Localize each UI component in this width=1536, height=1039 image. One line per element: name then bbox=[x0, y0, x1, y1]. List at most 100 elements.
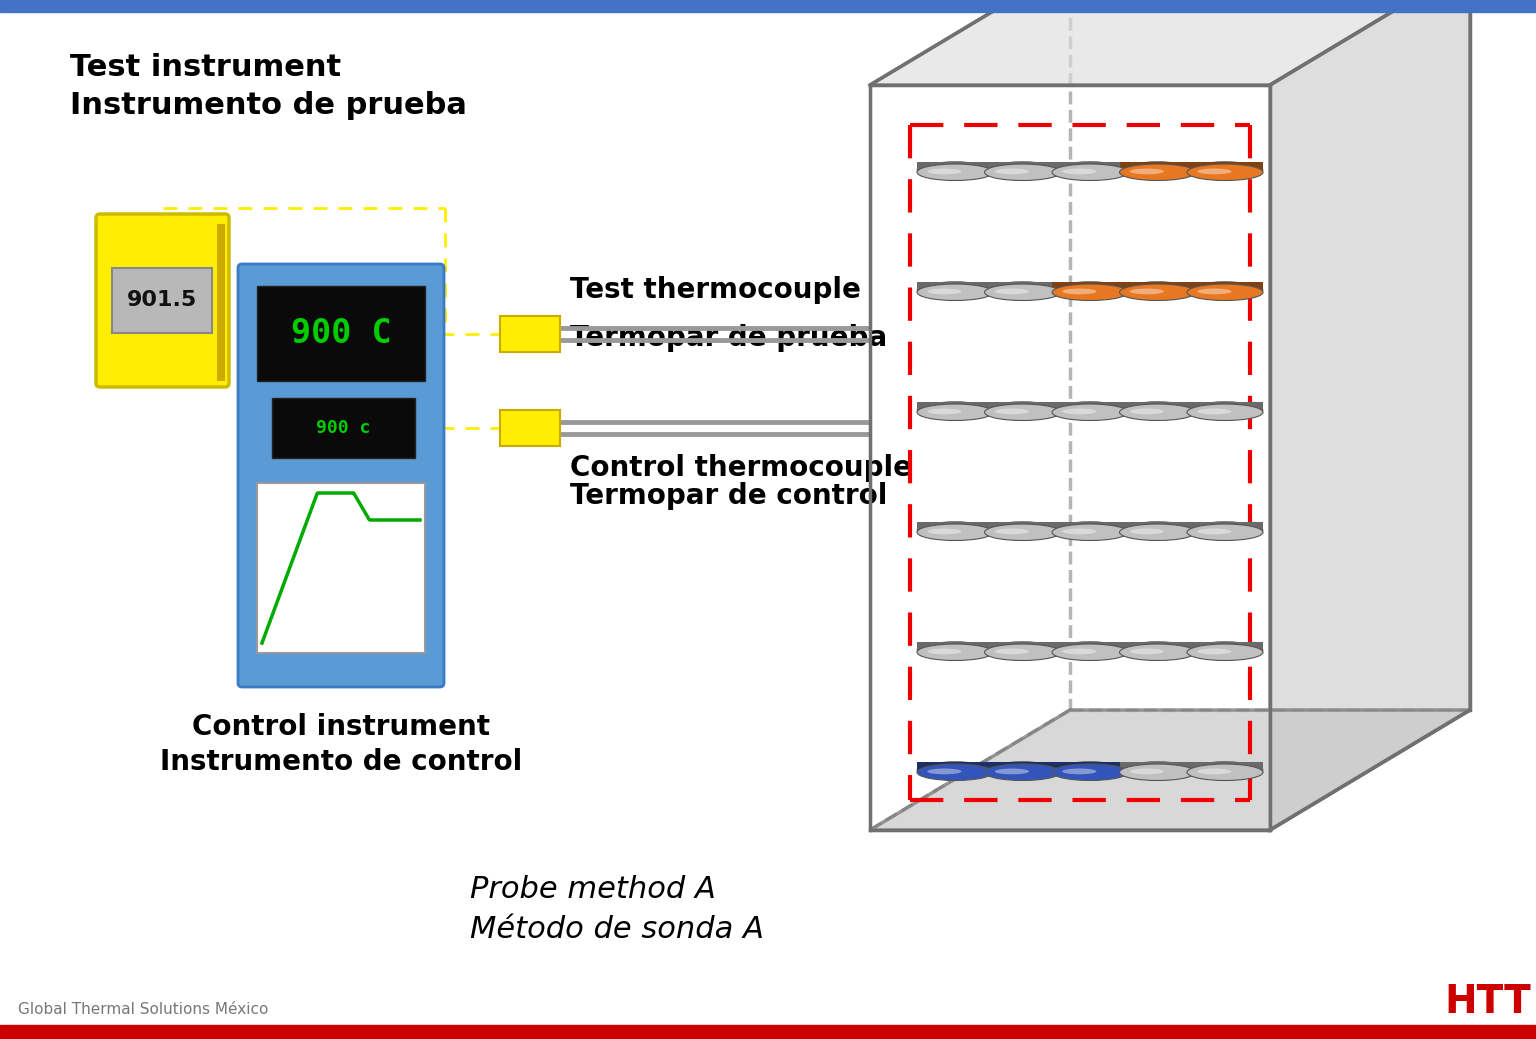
Text: Instrumento de control: Instrumento de control bbox=[160, 748, 522, 776]
Bar bbox=[257, 483, 425, 652]
Ellipse shape bbox=[1197, 408, 1232, 415]
Bar bbox=[1120, 522, 1195, 532]
Bar bbox=[1120, 282, 1195, 292]
Ellipse shape bbox=[1120, 762, 1195, 778]
Text: Termopar de control: Termopar de control bbox=[570, 482, 888, 510]
Bar bbox=[272, 398, 415, 458]
Ellipse shape bbox=[917, 762, 992, 778]
Ellipse shape bbox=[1187, 762, 1263, 778]
Bar bbox=[1120, 762, 1195, 772]
Bar bbox=[1187, 282, 1263, 292]
Ellipse shape bbox=[1197, 168, 1232, 175]
Ellipse shape bbox=[1063, 289, 1097, 294]
Ellipse shape bbox=[1187, 642, 1263, 659]
Ellipse shape bbox=[1063, 529, 1097, 534]
Ellipse shape bbox=[995, 648, 1029, 655]
Ellipse shape bbox=[1120, 524, 1195, 540]
Bar bbox=[1052, 762, 1127, 772]
Bar bbox=[917, 282, 992, 292]
Bar bbox=[1052, 162, 1127, 172]
Text: HTT: HTT bbox=[1445, 983, 1531, 1021]
Bar bbox=[217, 224, 224, 381]
Ellipse shape bbox=[1197, 648, 1232, 655]
Ellipse shape bbox=[985, 284, 1060, 300]
Ellipse shape bbox=[1120, 164, 1195, 181]
Bar bbox=[1052, 402, 1127, 412]
Ellipse shape bbox=[1063, 408, 1097, 415]
Text: 900 c: 900 c bbox=[316, 419, 370, 437]
Ellipse shape bbox=[985, 404, 1060, 421]
Bar bbox=[501, 410, 561, 446]
Ellipse shape bbox=[1120, 644, 1195, 661]
Ellipse shape bbox=[1187, 284, 1263, 300]
Bar bbox=[0, 1025, 1536, 1039]
Ellipse shape bbox=[917, 404, 992, 421]
Polygon shape bbox=[869, 85, 1270, 830]
Bar bbox=[1052, 642, 1127, 652]
Text: Test instrument: Test instrument bbox=[71, 53, 341, 82]
Bar bbox=[985, 762, 1060, 772]
Ellipse shape bbox=[1052, 282, 1127, 298]
Ellipse shape bbox=[1187, 164, 1263, 181]
Ellipse shape bbox=[1197, 529, 1232, 534]
Ellipse shape bbox=[985, 164, 1060, 181]
Ellipse shape bbox=[985, 762, 1060, 778]
Ellipse shape bbox=[1052, 404, 1127, 421]
Ellipse shape bbox=[1130, 408, 1164, 415]
Ellipse shape bbox=[995, 168, 1029, 175]
Text: Probe method A: Probe method A bbox=[470, 875, 716, 904]
Ellipse shape bbox=[1120, 402, 1195, 419]
Ellipse shape bbox=[985, 764, 1060, 780]
Ellipse shape bbox=[1130, 648, 1164, 655]
Text: 900 C: 900 C bbox=[290, 317, 392, 350]
Ellipse shape bbox=[1187, 644, 1263, 661]
Ellipse shape bbox=[1063, 648, 1097, 655]
Ellipse shape bbox=[917, 282, 992, 298]
Text: Global Thermal Solutions México: Global Thermal Solutions México bbox=[18, 1002, 269, 1017]
FancyBboxPatch shape bbox=[238, 264, 444, 687]
Ellipse shape bbox=[1052, 162, 1127, 179]
Bar bbox=[917, 522, 992, 532]
Ellipse shape bbox=[985, 282, 1060, 298]
Ellipse shape bbox=[1197, 769, 1232, 774]
Ellipse shape bbox=[917, 642, 992, 659]
Ellipse shape bbox=[928, 289, 962, 294]
Text: Control instrument: Control instrument bbox=[192, 713, 490, 741]
Ellipse shape bbox=[1052, 402, 1127, 419]
Ellipse shape bbox=[995, 769, 1029, 774]
Ellipse shape bbox=[1120, 764, 1195, 780]
Ellipse shape bbox=[985, 402, 1060, 419]
Bar bbox=[1052, 282, 1127, 292]
Ellipse shape bbox=[985, 162, 1060, 179]
Ellipse shape bbox=[917, 402, 992, 419]
Ellipse shape bbox=[1052, 644, 1127, 661]
Ellipse shape bbox=[1197, 289, 1232, 294]
Ellipse shape bbox=[917, 284, 992, 300]
Ellipse shape bbox=[1052, 524, 1127, 540]
Text: Termopar de prueba: Termopar de prueba bbox=[570, 323, 888, 351]
Ellipse shape bbox=[1187, 524, 1263, 540]
Ellipse shape bbox=[1187, 522, 1263, 538]
Ellipse shape bbox=[1130, 769, 1164, 774]
Bar bbox=[501, 316, 561, 351]
Bar bbox=[1187, 642, 1263, 652]
Ellipse shape bbox=[1120, 162, 1195, 179]
Ellipse shape bbox=[1187, 404, 1263, 421]
Bar bbox=[1120, 162, 1195, 172]
Ellipse shape bbox=[985, 524, 1060, 540]
Text: Método de sonda A: Método de sonda A bbox=[470, 915, 763, 944]
Bar bbox=[985, 282, 1060, 292]
Bar bbox=[1187, 522, 1263, 532]
Ellipse shape bbox=[1130, 168, 1164, 175]
Ellipse shape bbox=[995, 289, 1029, 294]
Ellipse shape bbox=[928, 769, 962, 774]
Bar bbox=[1187, 162, 1263, 172]
Ellipse shape bbox=[1187, 282, 1263, 298]
Ellipse shape bbox=[1120, 642, 1195, 659]
Ellipse shape bbox=[1052, 164, 1127, 181]
Ellipse shape bbox=[1120, 284, 1195, 300]
Ellipse shape bbox=[1120, 522, 1195, 538]
Bar bbox=[257, 286, 425, 381]
Ellipse shape bbox=[1052, 522, 1127, 538]
Bar bbox=[985, 162, 1060, 172]
